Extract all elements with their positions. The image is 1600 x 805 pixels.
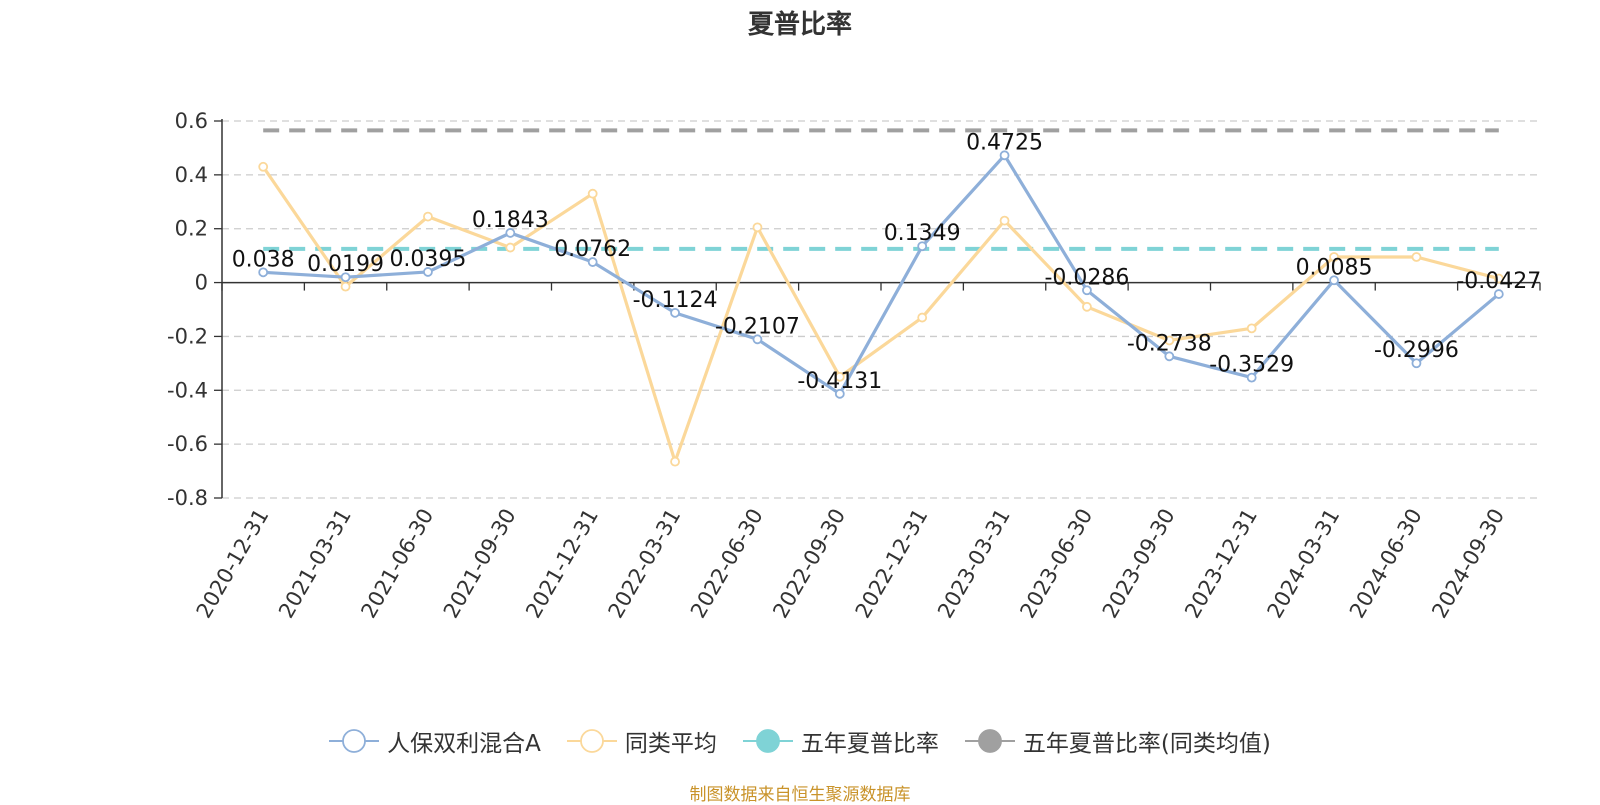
- series-layer: [258, 150, 1504, 467]
- x-tick-label: 2024-03-31: [1263, 505, 1345, 623]
- x-tick-label: 2023-03-31: [933, 505, 1015, 623]
- data-label: 0.4725: [966, 130, 1043, 155]
- y-tick-label: 0.2: [175, 217, 208, 241]
- y-tick-label: -0.8: [167, 486, 208, 510]
- data-point: [1411, 252, 1422, 262]
- data-point: [1164, 335, 1175, 346]
- x-tick-label: 2021-03-31: [274, 505, 356, 623]
- source-note: 制图数据来自恒生聚源数据库: [689, 785, 911, 805]
- data-label: -0.2107: [715, 314, 800, 339]
- series-line: [261, 165, 1500, 464]
- data-label: -0.1124: [633, 288, 718, 313]
- data-point: [1411, 358, 1422, 369]
- data-point: [670, 307, 680, 318]
- legend-swatch-marker: [977, 729, 1002, 753]
- y-tick-label: 0.4: [175, 163, 208, 187]
- data-point: [1082, 285, 1092, 296]
- data-label-layer: 0.038 0.0199 0.03950.18430.0762-0.1124-0.2…: [232, 130, 1542, 393]
- x-tick-label: 2021-09-30: [439, 505, 521, 623]
- y-tick-label: -0.4: [167, 378, 208, 402]
- legend-item[interactable]: 五年夏普比率(同类均值): [964, 724, 1271, 758]
- data-label: 0.0085: [1296, 255, 1373, 280]
- legend-swatch-icon: [329, 729, 380, 753]
- legend-swatch-icon: [566, 729, 617, 753]
- data-point: [1493, 273, 1504, 284]
- legend-label: 五年夏普比率: [800, 731, 939, 757]
- x-tick-label: 2022-06-30: [686, 505, 768, 623]
- x-tick-label: 2024-09-30: [1427, 505, 1509, 623]
- legend-swatch-icon: [964, 729, 1015, 753]
- data-point: [999, 215, 1010, 226]
- data-point: [258, 267, 269, 278]
- x-tick-label: 2022-09-30: [768, 505, 850, 623]
- x-tick-label: 2023-06-30: [1015, 505, 1097, 623]
- data-point: [752, 222, 763, 233]
- data-label: 0.0395: [389, 247, 466, 272]
- y-tick-label: -0.2: [167, 324, 208, 348]
- data-label: 0.1843: [472, 208, 549, 233]
- data-point: [258, 161, 269, 172]
- legend-item[interactable]: 同类平均: [566, 724, 717, 758]
- legend: 人保双利混合A 同类平均 五年夏普比率 五年夏普比率(同类均值): [0, 723, 1600, 759]
- legend-label: 人保双利混合A: [387, 731, 541, 757]
- data-point: [1164, 351, 1175, 362]
- data-point: [423, 211, 433, 222]
- data-point: [999, 150, 1010, 161]
- data-point: [505, 242, 516, 253]
- data-point: [834, 388, 845, 399]
- y-tick-label: 0.6: [175, 109, 208, 133]
- data-point: [1329, 252, 1339, 262]
- data-label: 0.1349: [884, 221, 961, 246]
- y-tick-label: 0: [195, 271, 208, 295]
- legend-label: 五年夏普比率(同类均值): [1022, 731, 1271, 757]
- legend-item[interactable]: 人保双利混合A: [329, 724, 541, 758]
- x-tick-label: 2022-12-31: [851, 505, 933, 623]
- data-label: 0.038: [232, 247, 295, 272]
- data-point: [587, 257, 598, 267]
- data-label: -0.4131: [797, 369, 882, 394]
- data-point: [1246, 372, 1257, 383]
- data-label: -0.0286: [1044, 265, 1129, 290]
- x-tick-label: 2021-12-31: [521, 505, 603, 623]
- data-point: [917, 312, 928, 323]
- x-tick-label: 2022-03-31: [604, 505, 686, 623]
- legend-item[interactable]: 五年夏普比率: [742, 724, 939, 758]
- data-point: [505, 228, 516, 238]
- data-point: [917, 241, 928, 252]
- series-line: [263, 153, 1500, 396]
- data-label: -0.2996: [1374, 338, 1459, 363]
- data-point: [1493, 289, 1504, 299]
- data-point: [1246, 323, 1257, 334]
- x-tick-label: 2024-06-30: [1345, 505, 1427, 623]
- data-label: -0.0427: [1456, 269, 1541, 294]
- data-point: [340, 281, 351, 292]
- legend-swatch-icon: [742, 729, 793, 753]
- data-label: -0.2738: [1127, 331, 1212, 356]
- data-point: [587, 188, 598, 199]
- x-tick-label: 2023-12-31: [1180, 505, 1262, 623]
- legend-label: 同类平均: [624, 731, 717, 757]
- chart-title: 夏普比率: [747, 10, 852, 40]
- data-point: [423, 267, 433, 277]
- data-point: [834, 371, 845, 382]
- legend-swatch-marker: [579, 729, 604, 753]
- legend-swatch-marker: [342, 729, 367, 753]
- data-point: [340, 272, 351, 283]
- x-tick-label: 2020-12-31: [192, 505, 274, 623]
- grid-layer: [222, 120, 1540, 499]
- y-tick-label: -0.6: [167, 432, 208, 456]
- x-tick-label: 2023-09-30: [1098, 505, 1180, 623]
- data-label: 0.0762: [554, 237, 631, 262]
- data-point: [1329, 275, 1339, 286]
- data-point: [670, 456, 680, 467]
- x-tick-label: 2021-06-30: [356, 505, 438, 623]
- legend-swatch-marker: [755, 729, 780, 753]
- data-point: [752, 334, 763, 345]
- data-label: 0.0199: [307, 252, 384, 277]
- data-point: [1082, 301, 1092, 312]
- data-label: -0.3529: [1209, 353, 1294, 378]
- reference-lines: [263, 128, 1499, 251]
